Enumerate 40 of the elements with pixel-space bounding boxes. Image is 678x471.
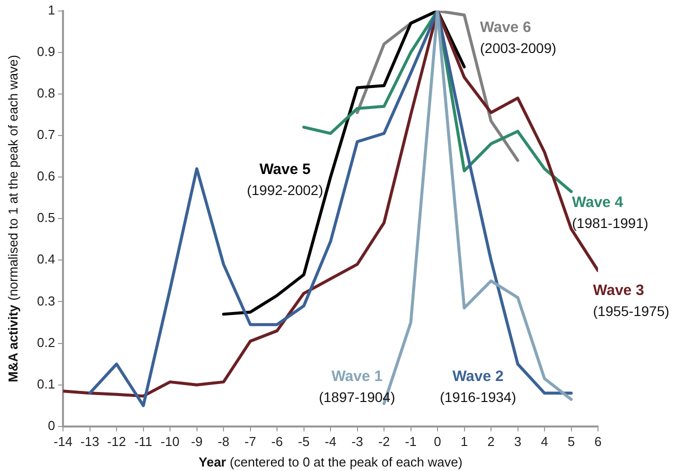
y-tick-label: 0.4 — [36, 252, 56, 267]
y-axis-title: M&A activity (normalised to 1 at the peak of each wave) — [6, 54, 21, 382]
x-tick-label: -7 — [244, 434, 256, 449]
series-label: Wave 6 (2003-2009) — [480, 19, 556, 56]
y-tick-label: 0.8 — [36, 86, 56, 100]
y-tick-label: 0.9 — [36, 44, 56, 59]
series-label: Wave 2 (1916-1934) — [440, 368, 516, 405]
y-tick-label: 0.5 — [36, 210, 56, 226]
y-tick-label: 0.3 — [36, 293, 56, 308]
series-label: Wave 3 (1955-1975) — [593, 282, 670, 319]
y-tick-label: 0.1 — [36, 376, 56, 392]
x-tick-label: -2 — [378, 434, 390, 449]
x-tick-label: 0 — [434, 434, 442, 449]
y-tick-label: 0.7 — [36, 127, 56, 142]
x-tick-label: -5 — [298, 434, 310, 449]
x-tick-label: 2 — [487, 434, 495, 449]
x-tick-label: -3 — [352, 434, 364, 449]
x-tick-label: -1 — [404, 434, 417, 449]
x-tick-label: -9 — [191, 434, 203, 449]
y-tick-label: 0.6 — [36, 168, 56, 184]
x-tick-label: 6 — [594, 434, 602, 449]
x-axis-title: Year (centered to 0 at the peak of each wave) — [198, 454, 462, 470]
x-tick-label: -12 — [107, 434, 126, 449]
x-tick-label: -14 — [54, 434, 72, 449]
series-label: Wave 4 (1981-1991) — [572, 194, 648, 231]
x-tick-label: -11 — [134, 434, 152, 449]
x-tick-label: 4 — [540, 434, 548, 449]
x-tick-label: -6 — [271, 434, 283, 449]
x-tick-label: 5 — [568, 434, 575, 449]
series-label: Wave 5 (1992-2002) — [246, 161, 324, 198]
y-tick-label: 1 — [48, 2, 56, 18]
x-tick-label: -8 — [218, 434, 230, 449]
y-tick-label: 0.2 — [36, 334, 56, 350]
x-tick-label: -4 — [324, 434, 336, 449]
x-tick-label: 3 — [514, 434, 522, 449]
series-label: Wave 1 (1897-1904) — [318, 368, 396, 405]
y-tick-label: 0 — [48, 418, 56, 433]
x-tick-label: -13 — [80, 434, 100, 449]
x-tick-label: 1 — [460, 434, 468, 449]
x-tick-label: -10 — [160, 434, 180, 449]
